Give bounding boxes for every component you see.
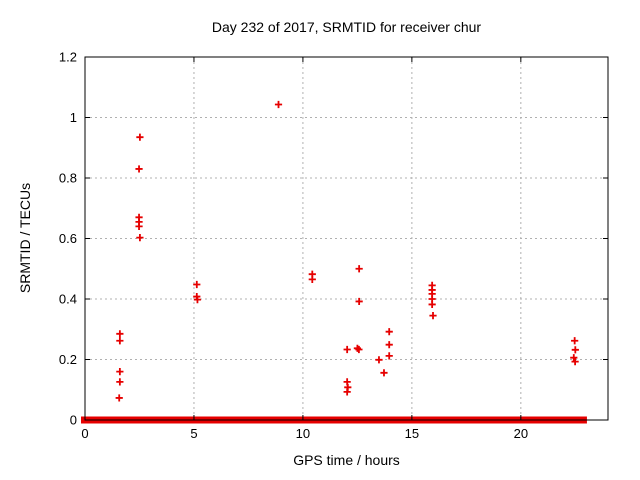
data-point-marker (355, 297, 363, 306)
x-tick-label: 10 (296, 426, 310, 441)
data-point-marker (428, 300, 436, 309)
data-point-marker (385, 328, 393, 336)
data-point-marker (136, 133, 144, 141)
data-point-marker (135, 165, 143, 173)
data-point-marker (116, 378, 124, 386)
y-tick-label: 0.6 (59, 231, 77, 246)
y-tick-label: 0.8 (59, 171, 77, 186)
data-point-marker (380, 369, 388, 377)
data-point-marker (308, 275, 316, 283)
data-point-marker (571, 337, 579, 345)
data-point-marker (353, 344, 361, 352)
x-tick-label: 15 (405, 426, 419, 441)
y-tick-label: 0.4 (59, 292, 77, 307)
y-tick-label: 1 (70, 110, 77, 125)
data-point-marker (116, 368, 124, 376)
data-point-marker (355, 345, 363, 354)
data-point-marker (375, 356, 383, 364)
x-axis-label: GPS time / hours (293, 452, 400, 468)
data-point-marker (274, 100, 283, 109)
data-point-marker (136, 233, 144, 242)
data-point-marker (385, 341, 393, 349)
x-tick-label: 20 (514, 426, 528, 441)
data-point-marker (116, 337, 124, 345)
data-point-marker (355, 265, 363, 273)
x-tick-label: 0 (81, 426, 88, 441)
y-tick-label: 0 (70, 413, 77, 428)
data-point-marker (343, 345, 351, 354)
y-tick-label: 1.2 (59, 50, 77, 65)
x-tick-label: 5 (190, 426, 197, 441)
data-point-marker (343, 388, 351, 396)
chart-title: Day 232 of 2017, SRMTID for receiver chu… (211, 19, 482, 35)
data-point-marker (193, 296, 202, 304)
data-point-marker (116, 330, 124, 338)
data-point-marker (193, 280, 201, 289)
data-point-marker (135, 222, 143, 230)
data-point-marker (429, 312, 437, 320)
data-point-marker (570, 354, 578, 362)
data-point-marker (115, 394, 123, 402)
data-point-marker (571, 346, 579, 354)
y-tick-label: 0.2 (59, 352, 77, 367)
data-point-marker (571, 358, 579, 366)
data-point-marker (385, 352, 393, 360)
